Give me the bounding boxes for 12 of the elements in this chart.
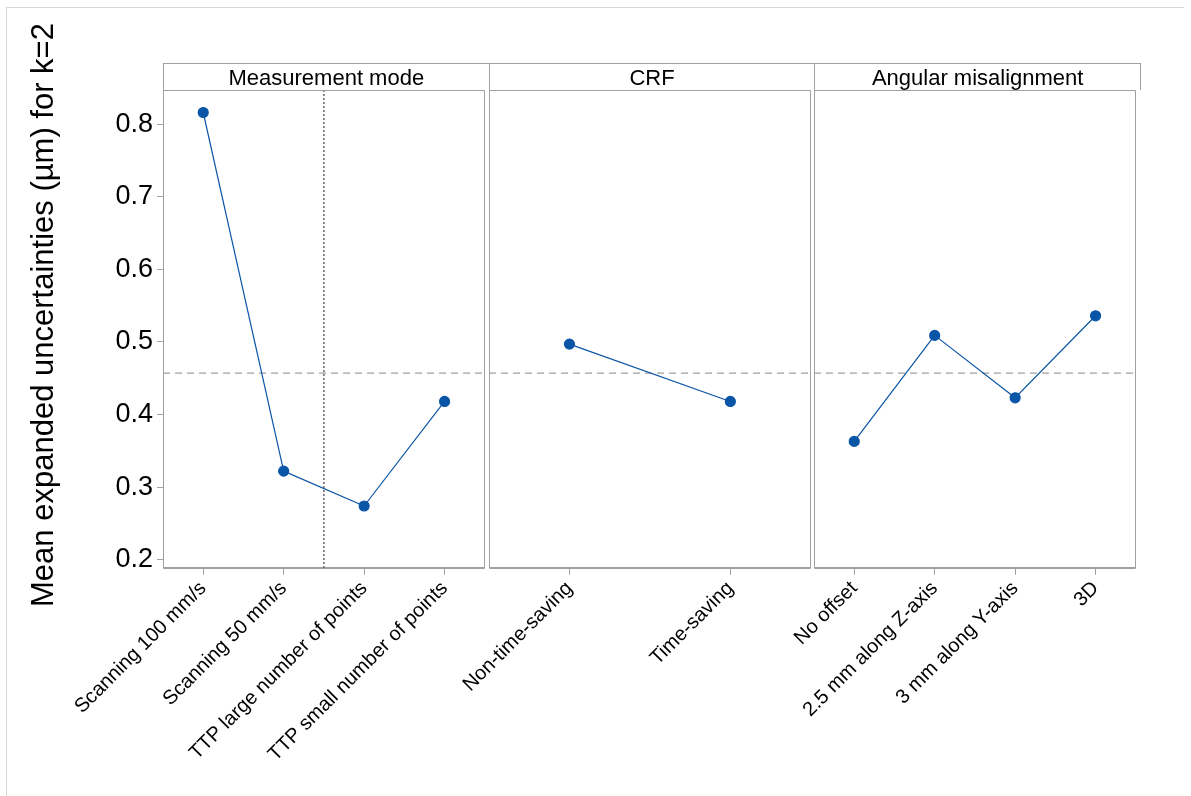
chart-title: Angular misalignment [814, 63, 1141, 90]
y-tick-label: 0.4 [115, 397, 153, 428]
y-tick-label: 0.3 [115, 470, 153, 501]
y-tick-label: 0.6 [115, 252, 153, 283]
y-tick-label: 0.5 [115, 325, 153, 356]
chart-title: CRF [488, 63, 816, 90]
y-tick-label: 0.7 [115, 180, 153, 211]
x-tick-label: 3D [1068, 576, 1103, 610]
y-tick-label: 0.8 [115, 107, 153, 138]
y-axis-title: Mean expanded uncertainties (µm) for k=2 [25, 23, 61, 607]
y-tick-label: 0.2 [115, 543, 153, 574]
chart-title: Measurement mode [163, 63, 490, 90]
